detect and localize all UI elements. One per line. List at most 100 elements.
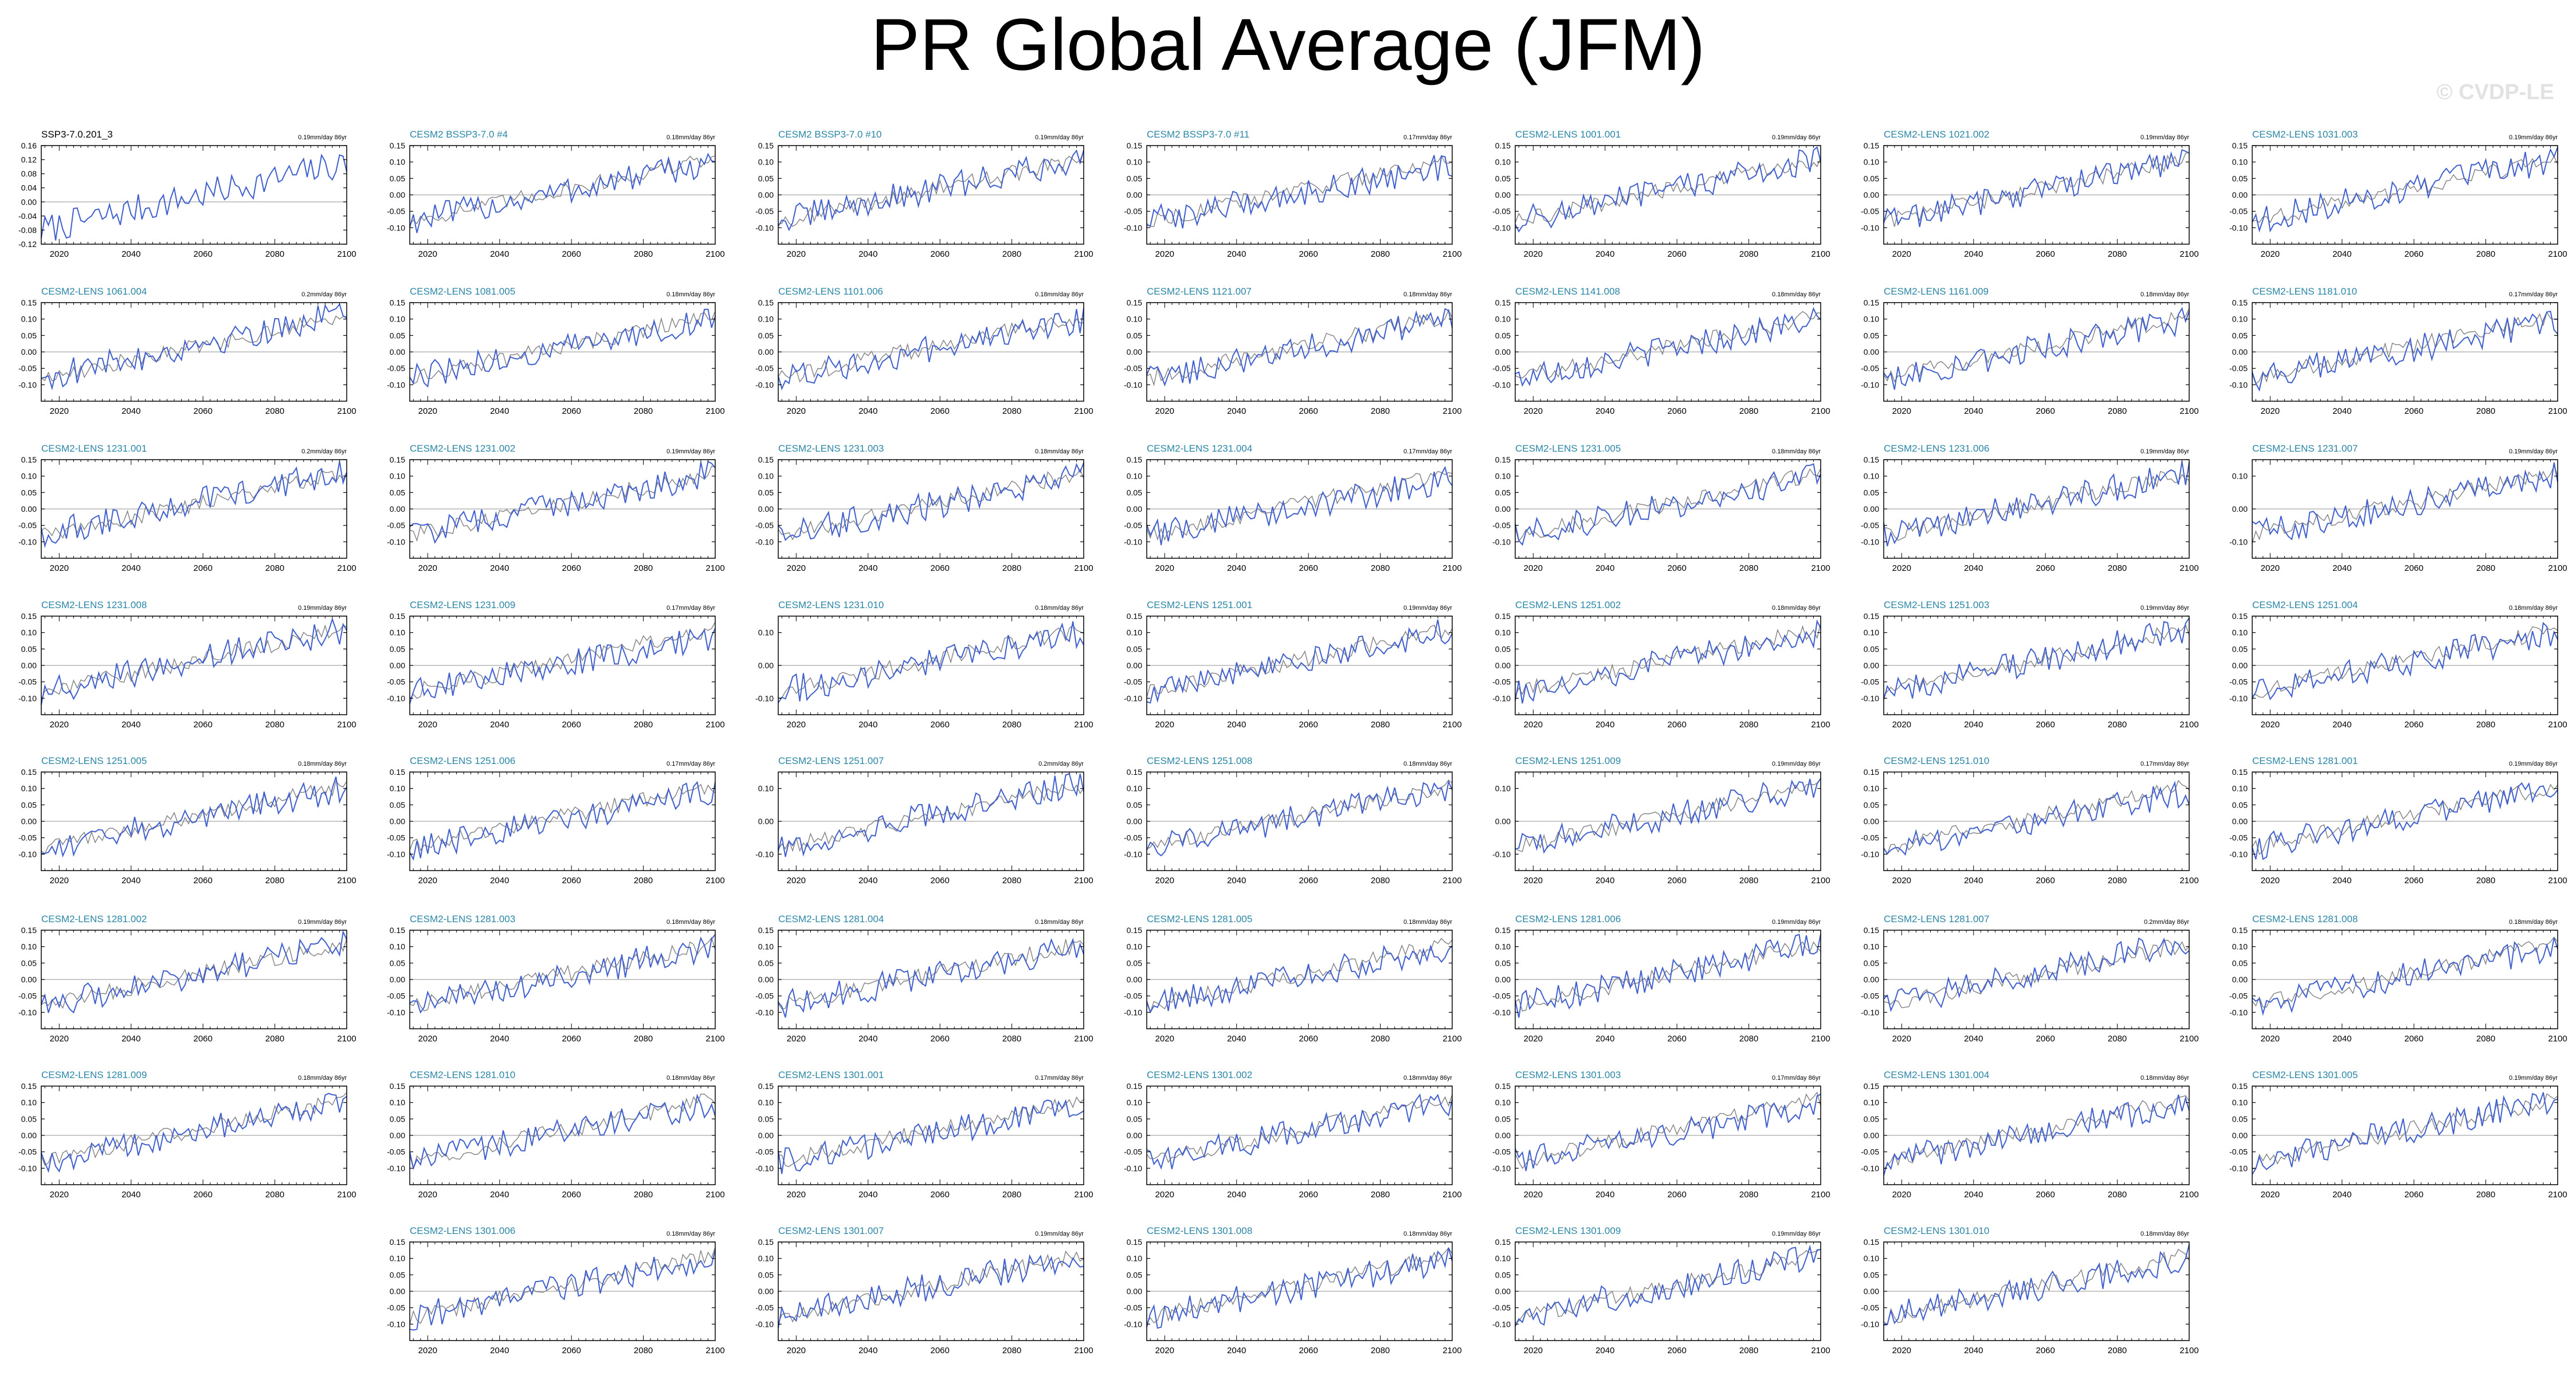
y-tick-label: 0.00 [758,661,774,670]
chart-svg: 0.15 0.10 0.05 0.00 -0.05 -0.10 2020 2040 2060 20… [2229,141,2567,259]
y-tick-label: 0.05 [1127,331,1142,340]
x-tick-label: 2040 [490,876,509,885]
chart-svg: 0.15 0.10 0.05 0.00 -0.05 -0.10 2020 2040 2060 20… [1861,767,2199,885]
x-tick-label: 2060 [2036,406,2054,416]
x-tick-label: 2020 [2261,1034,2280,1044]
x-tick-label: 2040 [121,563,140,573]
x-tick-label: 2060 [1299,720,1318,730]
chart-panel: CESM2-LENS 1231.005 0.18mm/day 86yr 0.15 0.… [1474,443,1842,587]
y-tick-label: 0.10 [1495,942,1511,951]
member-series-line [2252,937,2558,1016]
y-tick-label: 0.05 [21,644,37,653]
panel-title: CESM2-LENS 1181.010 [2252,286,2358,297]
x-tick-label: 2100 [337,563,356,573]
panel-trend-label: 0.19mm/day 86yr [298,919,347,926]
x-tick-label: 2100 [1074,1034,1093,1044]
y-tick-label: 0.05 [1495,644,1511,653]
y-tick-label: 0.00 [21,197,37,206]
y-tick-label: 0.05 [2232,331,2248,340]
panel-title: CESM2-LENS 1281.009 [41,1069,147,1080]
chart-panel: CESM2-LENS 1251.006 0.17mm/day 86yr 0.15 0.… [368,755,737,899]
panel-title: CESM2-LENS 1251.001 [1147,599,1253,610]
x-tick-label: 2100 [1811,406,1830,416]
ensemble-series-line [41,469,347,539]
y-tick-label: 0.05 [1864,958,1879,967]
y-tick-label: 0.05 [390,174,405,183]
x-tick-label: 2100 [1074,563,1093,573]
x-tick-label: 2080 [265,720,284,730]
y-tick-label: 0.00 [2232,661,2248,670]
member-series-line [41,1092,347,1173]
panel-trend-label: 0.2mm/day 86yr [1038,761,1084,767]
y-tick-label: -0.10 [18,537,37,546]
y-tick-label: 0.15 [2232,926,2248,935]
x-tick-label: 2020 [1892,876,1911,885]
y-tick-label: -0.10 [1492,223,1511,232]
x-tick-label: 2080 [2108,563,2127,573]
chart-panel: CESM2-LENS 1021.002 0.19mm/day 86yr 0.15 0.… [1842,129,2211,273]
panel-trend-label: 0.18mm/day 86yr [1035,605,1084,612]
panel-trend-label: 0.19mm/day 86yr [2140,605,2189,612]
ensemble-series-line [1883,308,2190,383]
ensemble-series-line [409,621,716,699]
y-tick-label: -0.10 [2229,849,2248,859]
x-tick-label: 2100 [337,406,356,416]
y-tick-label: -0.05 [1124,992,1142,1001]
x-tick-label: 2040 [858,563,877,573]
y-tick-label: -0.10 [18,380,37,389]
member-series-line [1146,779,1453,857]
x-tick-label: 2080 [634,406,653,416]
panel-title: CESM2-LENS 1281.008 [2252,914,2358,924]
x-tick-label: 2040 [858,720,877,730]
y-tick-label: -0.10 [387,223,405,232]
x-tick-label: 2060 [1667,563,1686,573]
chart-panel: CESM2 BSSP3-7.0 #11 0.17mm/day 86yr 0.15 0.… [1105,129,1474,273]
y-tick-label: -0.10 [1861,849,1879,859]
panel-trend-label: 0.19mm/day 86yr [1772,134,1821,141]
x-tick-label: 2040 [490,249,509,259]
x-tick-label: 2060 [562,563,581,573]
x-tick-label: 2060 [1667,720,1686,730]
chart-panel: CESM2-LENS 1281.008 0.18mm/day 86yr 0.15 0.… [2211,914,2576,1057]
x-tick-label: 2020 [50,1190,69,1200]
panel-trend-label: 0.18mm/day 86yr [2140,291,2189,298]
panel-title: CESM2 BSSP3-7.0 #11 [1147,129,1250,140]
x-tick-label: 2100 [2179,720,2198,730]
x-tick-label: 2080 [634,876,653,885]
panel-title: CESM2-LENS 1251.007 [778,755,884,766]
y-tick-label: 0.15 [2232,767,2248,777]
panel-trend-label: 0.2mm/day 86yr [2144,919,2189,926]
y-tick-label: 0.10 [390,158,405,167]
x-tick-label: 2100 [1074,249,1093,259]
x-tick-label: 2060 [2404,406,2423,416]
x-tick-label: 2080 [1002,876,1021,885]
y-tick-label: 0.00 [2232,190,2248,199]
x-tick-label: 2060 [2404,1034,2423,1044]
ensemble-series-line [778,317,1084,383]
panel-title: CESM2-LENS 1101.006 [778,286,884,297]
y-tick-label: -0.05 [2229,364,2248,373]
ensemble-series-line [778,468,1084,540]
x-tick-label: 2060 [1667,876,1686,885]
x-tick-label: 2080 [634,720,653,730]
x-tick-label: 2060 [930,1034,949,1044]
y-tick-label: 0.10 [758,942,774,951]
member-series-line [41,461,347,548]
x-tick-label: 2080 [265,406,284,416]
y-tick-label: 0.15 [1495,926,1511,935]
y-tick-label: 0.15 [1127,767,1142,777]
y-tick-label: 0.00 [390,347,405,356]
ensemble-series-line [41,779,347,855]
y-tick-label: 0.10 [1495,158,1511,167]
chart-svg: 0.15 0.10 0.05 0.00 -0.05 -0.10 2020 2040 2060 20… [755,926,1093,1044]
member-series-line [409,460,716,544]
y-tick-label: 0.00 [21,504,37,514]
chart-svg: 0.15 0.10 0.05 0.00 -0.05 -0.10 2020 2040 2060 20… [1492,298,1830,416]
y-tick-label: -0.10 [18,849,37,859]
y-tick-label: -0.12 [18,240,37,249]
x-tick-label: 2040 [2332,563,2351,573]
panel-trend-label: 0.17mm/day 86yr [1403,448,1452,455]
ensemble-series-line [41,1092,347,1166]
y-tick-label: 0.15 [1127,298,1142,307]
x-tick-label: 2040 [1595,720,1614,730]
